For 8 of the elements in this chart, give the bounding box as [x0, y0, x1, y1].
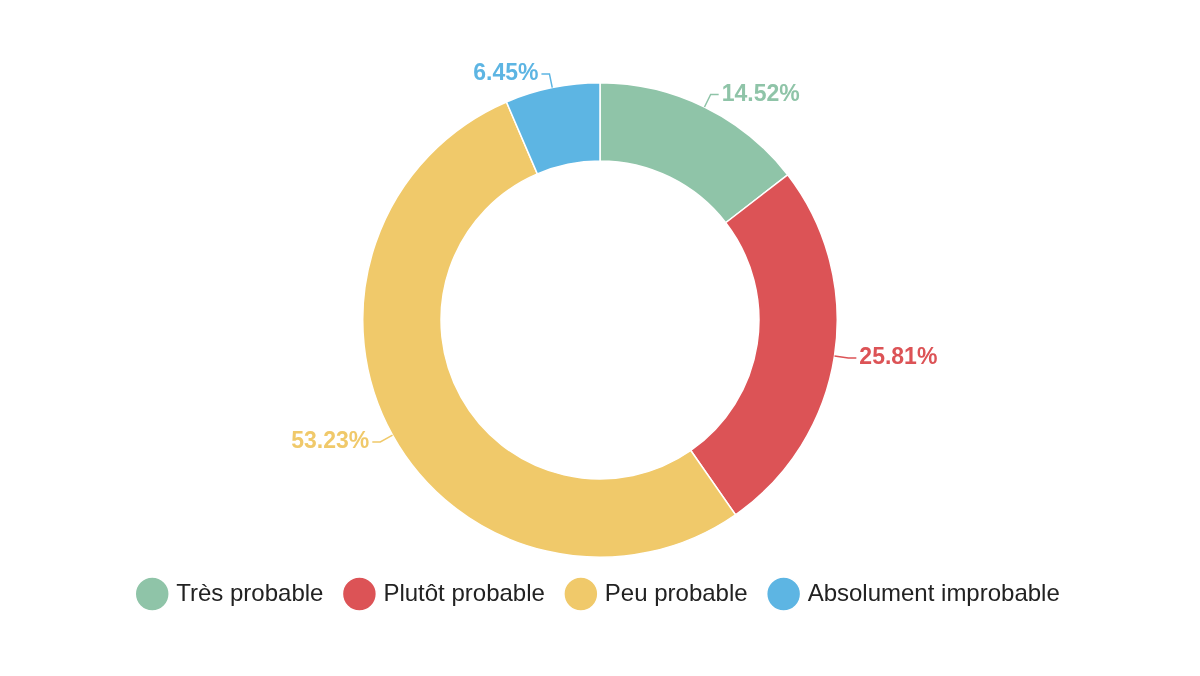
data-label: 53.23%: [291, 427, 370, 454]
legend-label: Absolument improbable: [807, 578, 1060, 606]
data-label: 14.52%: [721, 79, 800, 106]
legend-label: Peu probable: [604, 578, 748, 606]
legend-label: Plutôt probable: [383, 578, 545, 606]
data-label: 25.81%: [859, 343, 938, 370]
data-label: 6.45%: [473, 59, 539, 86]
legend-label: Très probable: [176, 578, 324, 606]
